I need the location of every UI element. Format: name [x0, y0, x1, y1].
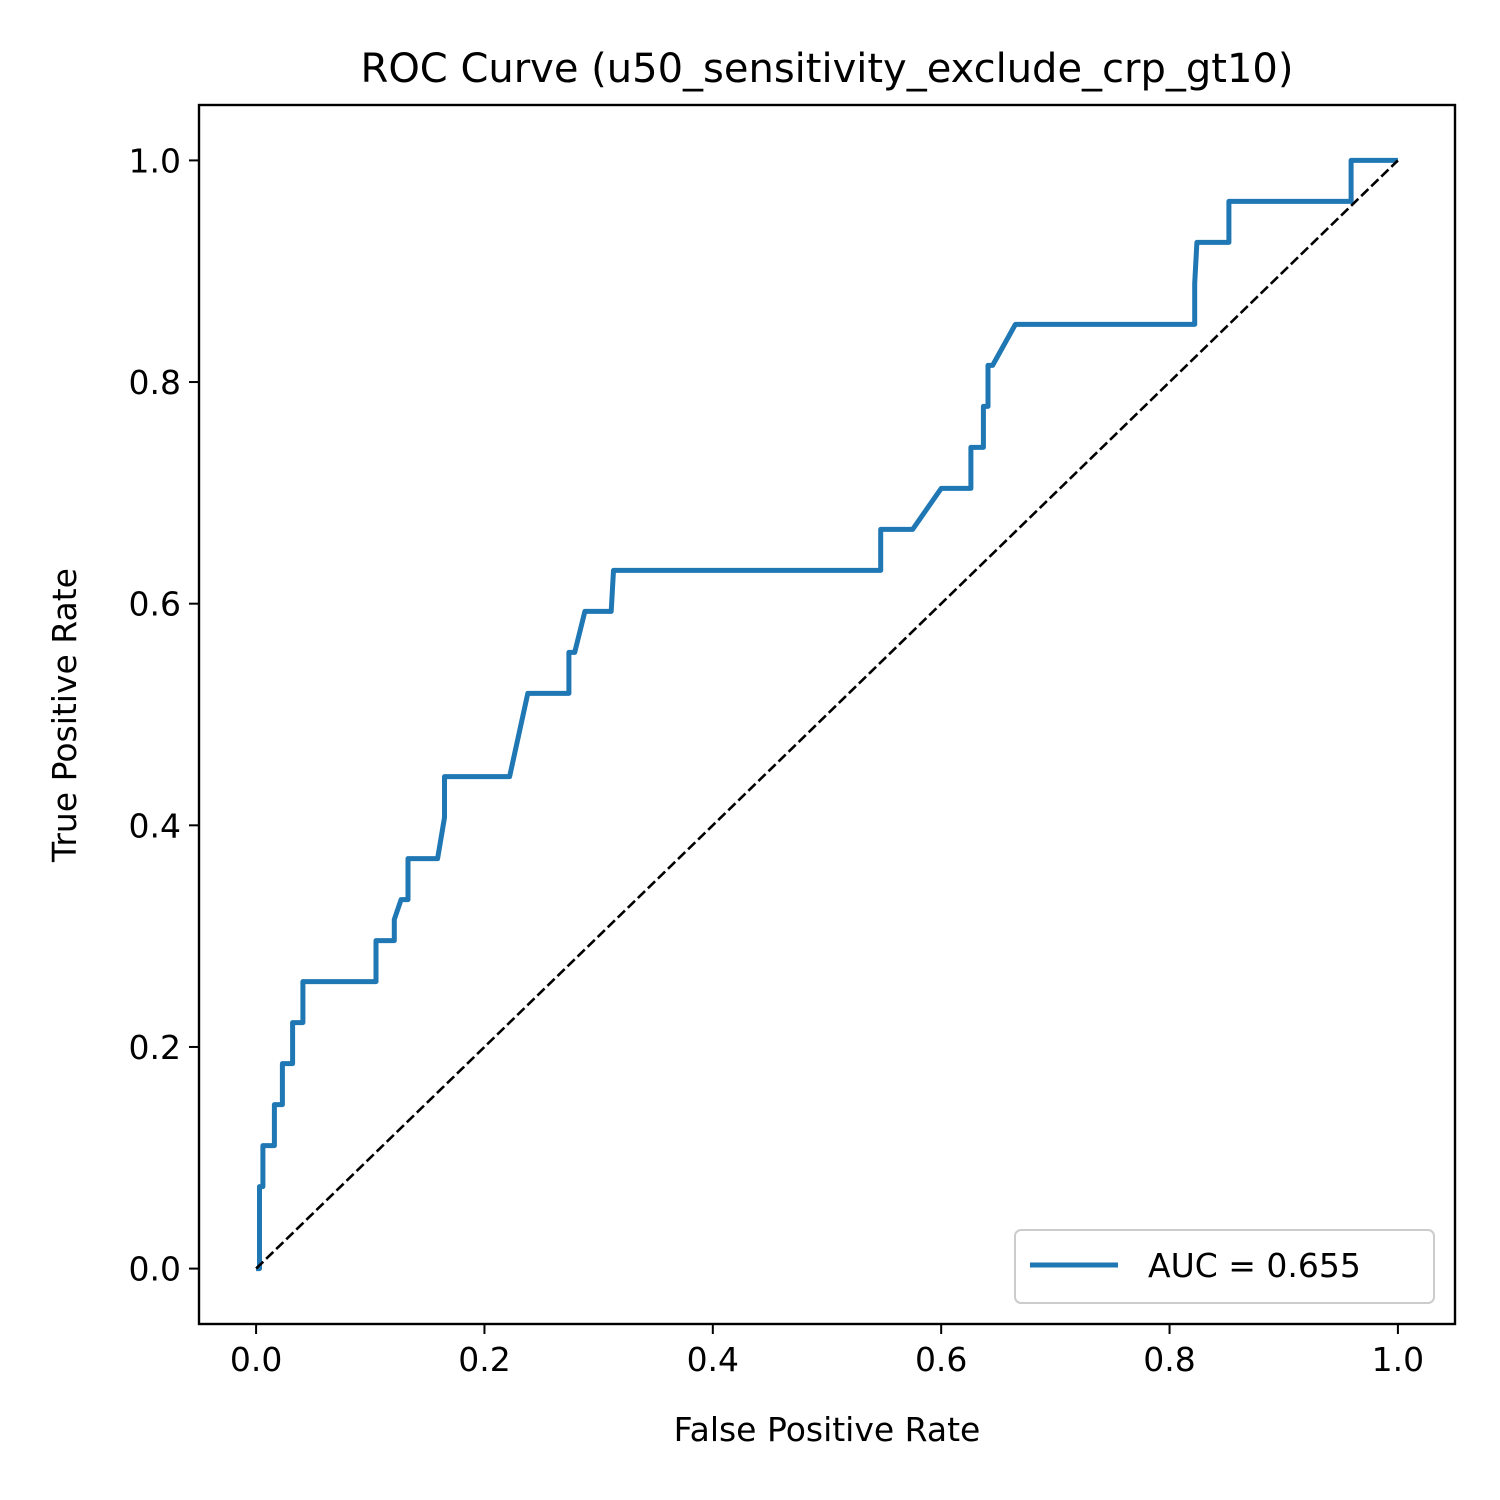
legend: AUC = 0.655 — [1014, 1229, 1435, 1304]
y-axis-ticks: 0.0 0.2 0.4 0.6 0.8 1.0 — [129, 141, 199, 1289]
x-tick-label: 0.4 — [687, 1340, 739, 1379]
y-tick-label: 0.2 — [129, 1028, 181, 1067]
x-tick-label: 0.6 — [915, 1340, 967, 1379]
y-tick-label: 1.0 — [129, 141, 181, 180]
x-axis-ticks: 0.0 0.2 0.4 0.6 0.8 1.0 — [230, 1324, 1424, 1379]
x-tick-label: 1.0 — [1372, 1340, 1424, 1379]
roc-curve-line — [256, 157, 1398, 1272]
x-tick-label: 0.0 — [230, 1340, 282, 1379]
y-axis-label: True Positive Rate — [45, 568, 84, 863]
y-tick-label: 0.0 — [129, 1250, 181, 1289]
y-tick-label: 0.4 — [129, 806, 181, 845]
y-tick-label: 0.6 — [129, 585, 181, 624]
legend-box — [1014, 1229, 1435, 1304]
x-tick-label: 0.8 — [1143, 1340, 1195, 1379]
chart-title: ROC Curve (u50_sensitivity_exclude_crp_g… — [361, 46, 1294, 92]
chance-diagonal-line — [255, 159, 1399, 1270]
legend-entry-auc: AUC = 0.655 — [1148, 1246, 1361, 1285]
y-tick-label: 0.8 — [129, 363, 181, 402]
x-tick-label: 0.2 — [458, 1340, 510, 1379]
plot-lines — [255, 157, 1399, 1272]
plot-frame — [197, 103, 1457, 1326]
x-axis-label: False Positive Rate — [674, 1410, 981, 1449]
